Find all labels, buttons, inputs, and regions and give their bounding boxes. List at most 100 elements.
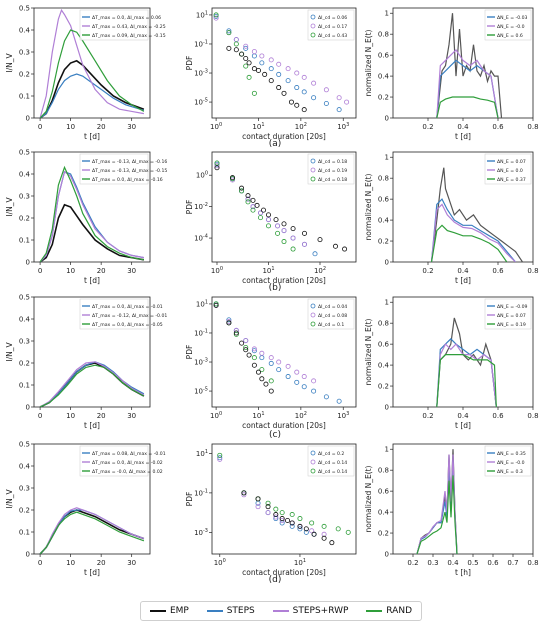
y-axis-label: I/N_V	[5, 342, 14, 362]
panel-legend: ΔI_cd = 0.18 ΔI_cd = 0.19 ΔI_cd = 0.18	[307, 153, 355, 185]
legend-marker	[310, 176, 316, 182]
scatter-point-emp	[243, 55, 249, 61]
y-tick-label: 10-1	[194, 328, 208, 337]
legend-swatch-rand	[366, 610, 383, 612]
scatter-point-rand	[297, 516, 303, 522]
series-line-rand	[39, 29, 145, 118]
series-line-stepsrwp	[39, 170, 145, 262]
scatter-point-steps	[285, 374, 291, 380]
panel-legend: ΔI_cd = 0.06 ΔI_cd = 0.17 ΔI_cd = 0.43	[307, 9, 355, 41]
scatter-point-stepsrwp	[251, 49, 257, 55]
x-tick-label: 0.6	[492, 412, 504, 420]
x-tick-label: 0.4	[457, 267, 469, 275]
scatter-point-stepsrwp	[243, 338, 249, 344]
scatter-point-emp	[262, 71, 268, 77]
x-tick-label: 30	[127, 123, 136, 131]
scatter-point-emp	[281, 90, 287, 96]
scatter-point-steps	[276, 71, 282, 77]
series-group	[214, 160, 348, 257]
y-axis-label: I/N_V	[5, 53, 14, 73]
panel-legend-box	[307, 445, 355, 477]
series-line-rand	[39, 511, 145, 554]
scatter-point-rand	[250, 207, 256, 213]
scatter-point-emp	[245, 193, 251, 199]
legend-label-emp: EMP	[169, 606, 189, 616]
series-line-emp	[39, 203, 145, 262]
scatter-point-emp	[289, 520, 295, 526]
scatter-point-rand	[275, 230, 281, 236]
series-group	[39, 165, 145, 262]
scatter-point-stepsrwp	[311, 80, 317, 86]
scatter-point-steps	[251, 348, 257, 354]
scatter-point-emp	[243, 347, 249, 353]
scatter-point-emp	[254, 202, 260, 208]
x-tick-label: 0	[38, 123, 42, 131]
y-tick-label: 0.3	[19, 485, 30, 493]
scatter-point-emp	[265, 212, 271, 218]
scatter-point-rand	[251, 90, 257, 96]
series-line-stepsrwp	[436, 48, 499, 118]
scatter-point-rand	[243, 344, 249, 350]
scatter-point-stepsrwp	[255, 504, 261, 510]
legend-label: ΔN_E = 0.07	[497, 159, 526, 165]
scatter-point-stepsrwp	[213, 15, 219, 21]
scatter-point-emp	[246, 60, 252, 66]
x-tick-label: 30	[127, 267, 136, 275]
scatter-point-emp	[265, 504, 271, 510]
legend-label: ΔI_cd = 0.17	[318, 24, 347, 30]
scatter-point-emp	[297, 523, 303, 529]
series-line-rand	[430, 224, 508, 262]
y-tick-label: 10-1	[194, 488, 208, 497]
legend-label: ΔN_E = 0.0	[497, 168, 523, 174]
scatter-point-emp	[255, 369, 261, 375]
panel-legend-box	[307, 153, 355, 185]
legend-label: ΔI_cd = 0.18	[318, 159, 347, 165]
x-tick-label: 0.5	[467, 559, 478, 567]
x-tick-label: 0.2	[422, 267, 433, 275]
y-tick-label: 101	[196, 299, 208, 308]
scatter-point-stepsrwp	[344, 99, 350, 105]
panel-legend: ΔT_max = -0.13, ΔI_max = -0.16 ΔT_max = -…	[79, 153, 167, 185]
legend-label-rand: RAND	[386, 606, 413, 616]
scatter-point-emp	[301, 107, 307, 113]
row-label: (d)	[269, 575, 282, 585]
legend-label: ΔI_cd = 0.18	[318, 177, 347, 183]
scatter-point-emp	[250, 197, 256, 203]
scatter-point-stepsrwp	[265, 510, 271, 516]
scatter-point-rand	[281, 239, 287, 245]
x-tick-label: 10	[66, 123, 75, 131]
series-line-rand	[39, 165, 145, 262]
series-group	[436, 13, 503, 118]
panel-legend-box	[484, 153, 532, 185]
x-tick-label: 101	[294, 558, 306, 567]
legend-label: ΔN_E = -0.09	[497, 304, 528, 310]
x-tick-label: 0.4	[457, 123, 469, 131]
x-tick-label: 30	[127, 559, 136, 567]
legend-label: ΔT_max = 0.0, ΔI_max = -0.05	[92, 322, 163, 328]
y-tick-label: 0.4	[19, 463, 31, 471]
scatter-point-rand	[290, 246, 296, 252]
y-tick-label: 0.6	[378, 488, 390, 496]
legend-item-stepsrwp: STEPS+RWP	[272, 606, 348, 616]
scatter-point-rand	[243, 63, 249, 69]
scatter-point-steps	[243, 45, 249, 51]
scatter-point-emp	[268, 388, 274, 394]
scatter-point-rand	[321, 523, 327, 529]
x-tick-label: 100	[210, 122, 222, 131]
legend-label: ΔN_E = 0.07	[497, 313, 526, 319]
scatter-point-stepsrwp	[294, 70, 300, 76]
x-tick-label: 0.8	[527, 123, 538, 131]
x-axis-label: t [d]	[455, 421, 471, 430]
legend-marker	[310, 167, 316, 173]
panel-legend-box	[307, 9, 355, 41]
scatter-point-emp	[276, 85, 282, 91]
x-axis-label: contact duration [20s]	[242, 132, 326, 141]
scatter-point-emp	[290, 226, 296, 232]
scatter-point-emp	[226, 320, 232, 326]
scatter-point-emp	[233, 330, 239, 336]
plot-frame	[211, 7, 357, 119]
y-tick-label: 0.2	[19, 360, 30, 368]
legend-label: ΔT_max = 0.08, ΔI_max = -0.01	[92, 451, 166, 457]
legend-label: ΔI_cd = 0.43	[318, 33, 347, 39]
legend-label: ΔT_max = 0.43, ΔI_max = -0.25	[92, 24, 166, 30]
